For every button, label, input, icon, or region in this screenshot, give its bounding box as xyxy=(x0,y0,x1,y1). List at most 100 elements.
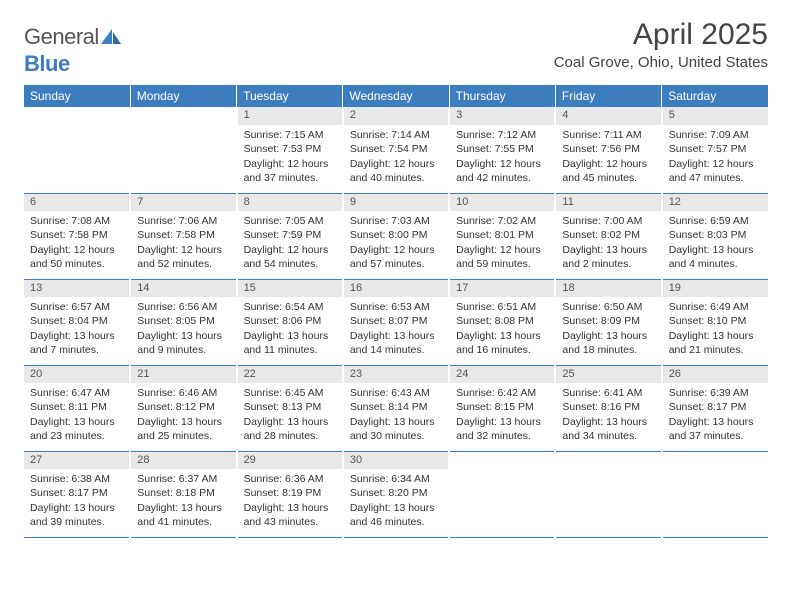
day-content-cell: Sunrise: 6:36 AMSunset: 8:19 PMDaylight:… xyxy=(237,469,343,537)
sunset-line: Sunset: 8:04 PM xyxy=(30,314,123,328)
day-content-cell xyxy=(449,469,555,537)
day-content-cell: Sunrise: 7:08 AMSunset: 7:58 PMDaylight:… xyxy=(24,211,130,279)
day-content-cell: Sunrise: 6:50 AMSunset: 8:09 PMDaylight:… xyxy=(555,297,661,365)
calendar-thead: SundayMondayTuesdayWednesdayThursdayFrid… xyxy=(24,85,768,107)
day-content-cell: Sunrise: 7:06 AMSunset: 7:58 PMDaylight:… xyxy=(130,211,236,279)
day-content-cell: Sunrise: 7:14 AMSunset: 7:54 PMDaylight:… xyxy=(343,125,449,193)
day-number-cell: 13 xyxy=(24,279,130,297)
weekday-row: SundayMondayTuesdayWednesdayThursdayFrid… xyxy=(24,85,768,107)
sunset-line: Sunset: 8:11 PM xyxy=(30,400,123,414)
day-content-cell xyxy=(662,469,768,537)
sunrise-line: Sunrise: 7:11 AM xyxy=(562,128,654,142)
day-content-cell: Sunrise: 6:42 AMSunset: 8:15 PMDaylight:… xyxy=(449,383,555,451)
sunrise-line: Sunrise: 7:00 AM xyxy=(562,214,654,228)
day-content-cell: Sunrise: 6:59 AMSunset: 8:03 PMDaylight:… xyxy=(662,211,768,279)
daylight-line: Daylight: 13 hours and 46 minutes. xyxy=(350,501,442,529)
daylight-line: Daylight: 13 hours and 14 minutes. xyxy=(350,329,442,357)
location: Coal Grove, Ohio, United States xyxy=(554,54,768,71)
daylight-line: Daylight: 13 hours and 23 minutes. xyxy=(30,415,123,443)
day-number-cell: 17 xyxy=(449,279,555,297)
daylight-line: Daylight: 12 hours and 42 minutes. xyxy=(456,157,548,185)
day-number-cell xyxy=(449,451,555,469)
day-content-cell xyxy=(130,125,236,193)
day-content-cell: Sunrise: 6:57 AMSunset: 8:04 PMDaylight:… xyxy=(24,297,130,365)
day-content-cell: Sunrise: 6:34 AMSunset: 8:20 PMDaylight:… xyxy=(343,469,449,537)
sunset-line: Sunset: 8:05 PM xyxy=(137,314,229,328)
daylight-line: Daylight: 12 hours and 57 minutes. xyxy=(350,243,442,271)
logo-text: GeneralBlue xyxy=(24,24,123,77)
daylight-line: Daylight: 13 hours and 4 minutes. xyxy=(669,243,762,271)
day-number-cell: 16 xyxy=(343,279,449,297)
day-content-cell: Sunrise: 7:02 AMSunset: 8:01 PMDaylight:… xyxy=(449,211,555,279)
sunrise-line: Sunrise: 7:06 AM xyxy=(137,214,229,228)
sunset-line: Sunset: 8:15 PM xyxy=(456,400,548,414)
daylight-line: Daylight: 13 hours and 32 minutes. xyxy=(456,415,548,443)
weekday-header: Friday xyxy=(555,85,661,107)
sunrise-line: Sunrise: 6:59 AM xyxy=(669,214,762,228)
daylight-line: Daylight: 12 hours and 50 minutes. xyxy=(30,243,123,271)
sunrise-line: Sunrise: 6:36 AM xyxy=(244,472,336,486)
daylight-line: Daylight: 13 hours and 41 minutes. xyxy=(137,501,229,529)
sunset-line: Sunset: 8:09 PM xyxy=(562,314,654,328)
sunset-line: Sunset: 8:20 PM xyxy=(350,486,442,500)
sunset-line: Sunset: 8:13 PM xyxy=(244,400,336,414)
calendar-body: 12345Sunrise: 7:15 AMSunset: 7:53 PMDayl… xyxy=(24,107,768,537)
day-number-cell: 23 xyxy=(343,365,449,383)
day-content-cell: Sunrise: 7:15 AMSunset: 7:53 PMDaylight:… xyxy=(237,125,343,193)
day-number-cell: 6 xyxy=(24,193,130,211)
title-block: April 2025 Coal Grove, Ohio, United Stat… xyxy=(554,18,768,71)
day-content-cell: Sunrise: 6:37 AMSunset: 8:18 PMDaylight:… xyxy=(130,469,236,537)
daylight-line: Daylight: 13 hours and 25 minutes. xyxy=(137,415,229,443)
day-number-cell xyxy=(662,451,768,469)
day-content-cell: Sunrise: 6:45 AMSunset: 8:13 PMDaylight:… xyxy=(237,383,343,451)
sunset-line: Sunset: 7:54 PM xyxy=(350,142,442,156)
sunset-line: Sunset: 8:02 PM xyxy=(562,228,654,242)
day-number-cell: 30 xyxy=(343,451,449,469)
sunrise-line: Sunrise: 6:42 AM xyxy=(456,386,548,400)
day-number-cell: 3 xyxy=(449,107,555,125)
sunset-line: Sunset: 8:12 PM xyxy=(137,400,229,414)
day-content-cell: Sunrise: 7:03 AMSunset: 8:00 PMDaylight:… xyxy=(343,211,449,279)
sunrise-line: Sunrise: 6:46 AM xyxy=(137,386,229,400)
day-number-cell xyxy=(555,451,661,469)
sunset-line: Sunset: 8:17 PM xyxy=(669,400,762,414)
day-number-row: 20212223242526 xyxy=(24,365,768,383)
sunrise-line: Sunrise: 6:38 AM xyxy=(30,472,123,486)
sunrise-line: Sunrise: 7:09 AM xyxy=(669,128,762,142)
sunset-line: Sunset: 8:10 PM xyxy=(669,314,762,328)
day-number-cell: 18 xyxy=(555,279,661,297)
day-content-cell: Sunrise: 7:12 AMSunset: 7:55 PMDaylight:… xyxy=(449,125,555,193)
sunrise-line: Sunrise: 6:54 AM xyxy=(244,300,336,314)
sunrise-line: Sunrise: 6:37 AM xyxy=(137,472,229,486)
day-number-cell: 14 xyxy=(130,279,236,297)
day-content-row: Sunrise: 6:47 AMSunset: 8:11 PMDaylight:… xyxy=(24,383,768,451)
logo-word-1: General xyxy=(24,24,99,49)
sunrise-line: Sunrise: 6:43 AM xyxy=(350,386,442,400)
day-number-cell xyxy=(24,107,130,125)
calendar-table: SundayMondayTuesdayWednesdayThursdayFrid… xyxy=(24,85,768,538)
sunset-line: Sunset: 7:59 PM xyxy=(244,228,336,242)
sunset-line: Sunset: 8:06 PM xyxy=(244,314,336,328)
sunset-line: Sunset: 8:17 PM xyxy=(30,486,123,500)
sunrise-line: Sunrise: 6:45 AM xyxy=(244,386,336,400)
day-content-cell: Sunrise: 7:05 AMSunset: 7:59 PMDaylight:… xyxy=(237,211,343,279)
sunrise-line: Sunrise: 6:51 AM xyxy=(456,300,548,314)
daylight-line: Daylight: 12 hours and 54 minutes. xyxy=(244,243,336,271)
sunset-line: Sunset: 8:07 PM xyxy=(350,314,442,328)
daylight-line: Daylight: 13 hours and 16 minutes. xyxy=(456,329,548,357)
day-number-cell: 19 xyxy=(662,279,768,297)
day-content-cell: Sunrise: 7:11 AMSunset: 7:56 PMDaylight:… xyxy=(555,125,661,193)
sunset-line: Sunset: 7:58 PM xyxy=(30,228,123,242)
daylight-line: Daylight: 12 hours and 45 minutes. xyxy=(562,157,654,185)
day-content-cell: Sunrise: 6:46 AMSunset: 8:12 PMDaylight:… xyxy=(130,383,236,451)
daylight-line: Daylight: 12 hours and 59 minutes. xyxy=(456,243,548,271)
weekday-header: Monday xyxy=(130,85,236,107)
day-number-cell xyxy=(130,107,236,125)
sunset-line: Sunset: 8:00 PM xyxy=(350,228,442,242)
daylight-line: Daylight: 13 hours and 11 minutes. xyxy=(244,329,336,357)
daylight-line: Daylight: 12 hours and 40 minutes. xyxy=(350,157,442,185)
day-number-cell: 21 xyxy=(130,365,236,383)
header: GeneralBlue April 2025 Coal Grove, Ohio,… xyxy=(24,18,768,77)
sunrise-line: Sunrise: 6:53 AM xyxy=(350,300,442,314)
sunrise-line: Sunrise: 7:14 AM xyxy=(350,128,442,142)
